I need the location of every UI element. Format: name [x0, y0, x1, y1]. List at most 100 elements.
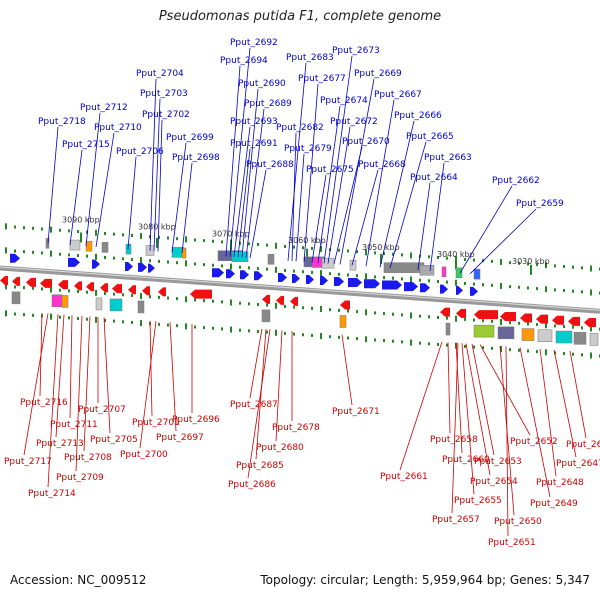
protein-domain-box	[101, 242, 109, 253]
minus-gene-arrow	[112, 284, 122, 294]
plus-gene-arrow	[334, 277, 344, 287]
tick-mark	[500, 283, 502, 289]
plus-leader-line	[389, 141, 427, 269]
tick-mark	[104, 231, 106, 235]
tick-mark	[347, 249, 349, 253]
plus-leader-line	[69, 149, 83, 246]
tick-mark	[338, 308, 340, 312]
plus-leader-line	[351, 169, 379, 266]
tick-mark	[347, 336, 349, 340]
minus-gene-label: Pput_2713	[36, 439, 84, 449]
protein-domain-box	[109, 298, 123, 312]
plus-gene-label: Pput_2662	[492, 176, 540, 186]
tick-mark	[68, 289, 70, 293]
tick-mark	[590, 265, 592, 272]
tick-mark	[365, 336, 367, 343]
tick-mark	[194, 262, 196, 266]
tick-mark	[284, 304, 286, 308]
tick-mark	[176, 237, 178, 241]
tick-mark	[473, 258, 475, 262]
minus-gene-label: Pput_2657	[432, 515, 480, 525]
tick-mark	[104, 291, 106, 295]
tick-mark	[32, 250, 34, 254]
plus-leader-line	[241, 88, 259, 258]
tick-mark	[392, 252, 394, 256]
tick-mark	[293, 305, 295, 309]
tick-mark	[239, 265, 241, 269]
tick-mark	[437, 279, 439, 283]
plus-gene-arrow	[226, 269, 235, 279]
protein-domain-box	[69, 239, 81, 251]
plus-gene-arrow	[470, 286, 478, 296]
minus-gene-label: Pput_2653	[474, 457, 522, 467]
minus-leader-line	[479, 344, 531, 436]
protein-domain-box	[95, 297, 103, 311]
tick-mark	[194, 325, 196, 329]
minus-gene-label: Pput_2711	[50, 420, 98, 430]
tick-mark	[545, 262, 547, 269]
tick-mark	[491, 259, 493, 263]
minus-gene-arrow	[520, 313, 532, 323]
tick-mark	[464, 344, 466, 348]
tick-mark	[491, 346, 493, 350]
tick-mark	[59, 228, 61, 232]
tick-mark	[581, 290, 583, 294]
tick-mark	[212, 299, 214, 303]
minus-leader-line	[103, 317, 111, 434]
tick-mark	[482, 319, 484, 323]
tick-mark	[167, 296, 169, 300]
plus-gene-label: Pput_2692	[230, 38, 278, 48]
tick-mark	[410, 339, 412, 346]
plus-leader-line	[225, 65, 241, 257]
plus-leader-line	[291, 132, 297, 262]
tick-mark	[221, 327, 223, 331]
tick-mark	[140, 320, 142, 327]
protein-domain-box	[419, 264, 435, 276]
tick-mark	[518, 348, 520, 352]
tick-mark	[383, 312, 385, 316]
tick-mark	[401, 277, 403, 281]
kbp-tick	[455, 259, 457, 270]
minus-leader-line	[505, 346, 509, 537]
tick-mark	[374, 251, 376, 255]
tick-mark	[509, 348, 511, 352]
minus-gene-label: Pput_2707	[78, 405, 126, 415]
tick-mark	[581, 326, 583, 330]
tick-mark	[311, 270, 313, 274]
minus-leader-line	[553, 349, 577, 458]
minus-leader-line	[23, 313, 49, 456]
tick-mark	[428, 342, 430, 346]
minus-gene-label: Pput_2660	[442, 455, 490, 465]
tick-mark	[401, 313, 403, 317]
tick-mark	[464, 317, 466, 321]
plus-gene-label: Pput_2669	[354, 69, 402, 79]
tick-mark	[302, 270, 304, 274]
plus-gene-arrow	[306, 275, 314, 285]
kbp-label: 3080 kbp	[138, 222, 176, 231]
tick-mark	[311, 246, 313, 250]
plus-leader-line	[171, 142, 187, 253]
tick-mark	[50, 226, 52, 233]
tick-mark	[113, 319, 115, 323]
tick-mark	[230, 299, 232, 306]
plus-leader-line	[327, 126, 351, 264]
plus-gene-label: Pput_2668	[358, 160, 406, 170]
tick-mark	[581, 266, 583, 270]
minus-gene-arrow	[536, 314, 548, 324]
tick-mark	[302, 306, 304, 310]
tick-mark	[86, 290, 88, 294]
tick-mark	[185, 323, 187, 330]
plus-leader-line	[429, 162, 445, 272]
tick-mark	[464, 257, 466, 261]
protein-domain-box	[473, 324, 495, 338]
tick-mark	[185, 296, 187, 303]
protein-domain-box	[311, 257, 323, 268]
tick-mark	[329, 308, 331, 312]
tick-mark	[104, 318, 106, 322]
accession-text: Accession: NC_009512	[10, 573, 147, 587]
tick-mark	[428, 279, 430, 283]
tick-mark	[347, 273, 349, 277]
plus-gene-label: Pput_2710	[94, 123, 142, 133]
minus-gene-label: Pput_2650	[494, 517, 542, 527]
minus-gene-label: Pput_2685	[236, 461, 284, 471]
